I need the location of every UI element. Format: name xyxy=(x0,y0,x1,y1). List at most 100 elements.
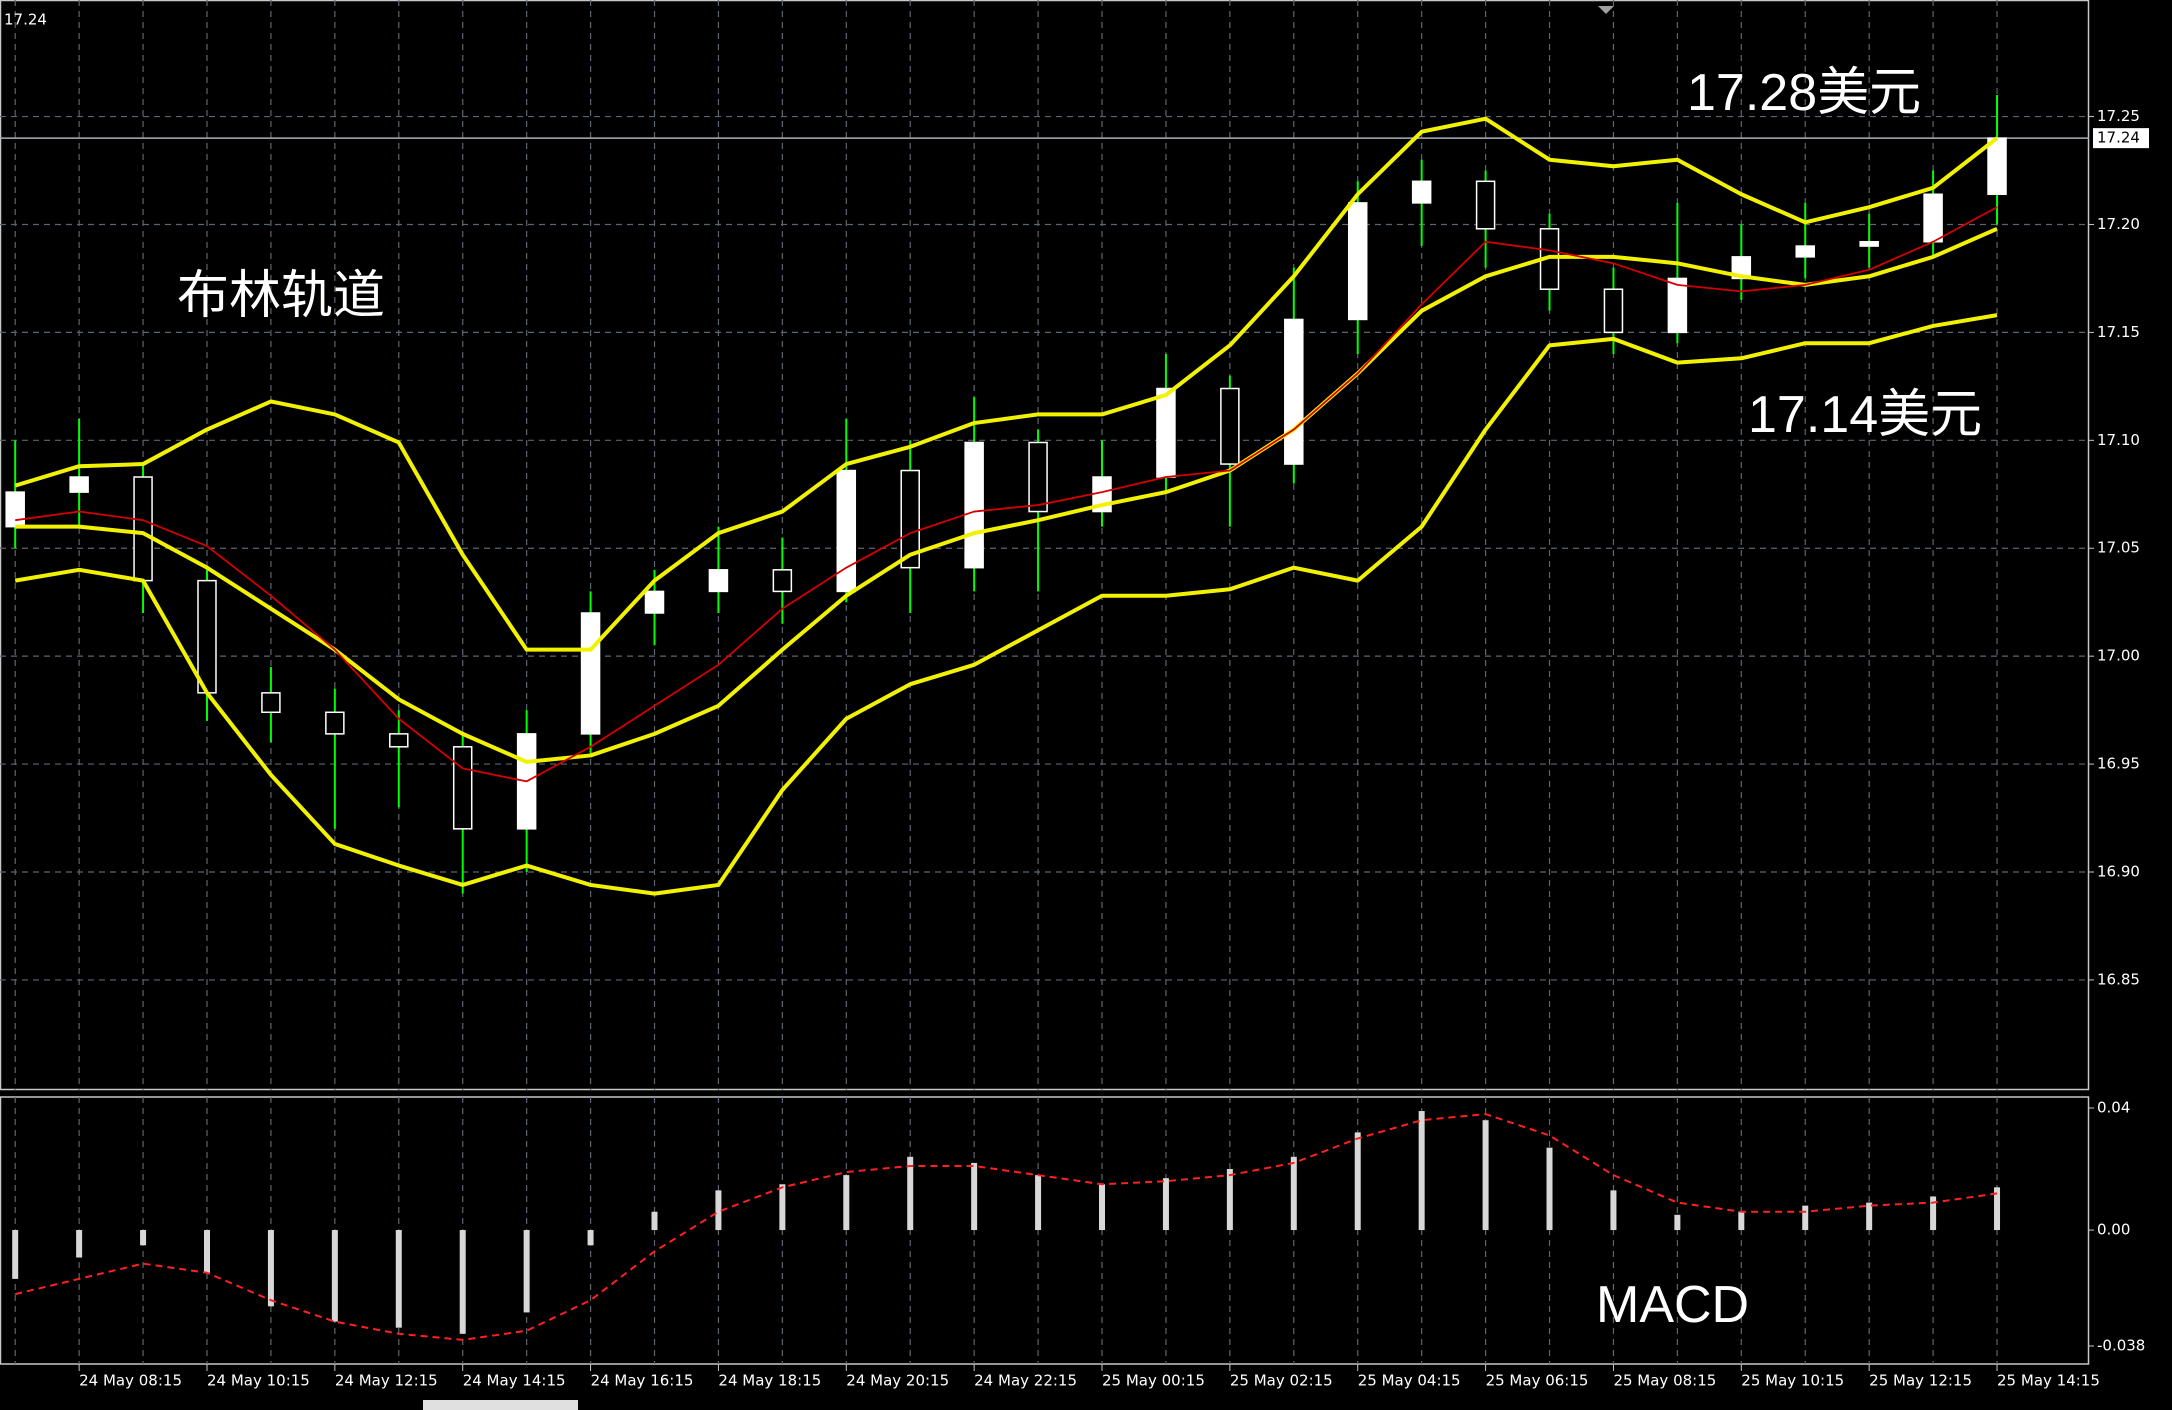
candle-body xyxy=(1987,137,2007,196)
macd-frame xyxy=(0,1096,2090,1365)
band-line xyxy=(14,313,1998,896)
macd-bar xyxy=(1866,1202,1873,1231)
y-tick-label: 17.20 xyxy=(2097,215,2140,233)
candle-body xyxy=(452,746,473,830)
candle-body xyxy=(1923,193,1943,243)
macd-bar xyxy=(1802,1205,1809,1231)
x-tick-label: 24 May 14:15 xyxy=(463,1372,566,1390)
band-line xyxy=(14,116,1999,652)
candle-body xyxy=(1731,256,1752,280)
candle-body xyxy=(5,491,25,528)
y-tick-label: -0.038 xyxy=(2097,1336,2145,1354)
candle-body xyxy=(197,579,217,694)
macd-bar xyxy=(779,1184,786,1231)
macd-bar xyxy=(1418,1111,1425,1231)
y-tick-label: 16.85 xyxy=(2097,970,2140,988)
macd-bar xyxy=(459,1230,466,1334)
x-tick-label: 24 May 22:15 xyxy=(974,1372,1077,1390)
x-tick-label: 24 May 12:15 xyxy=(335,1372,438,1390)
x-tick-label: 25 May 02:15 xyxy=(1230,1372,1333,1390)
candle-body xyxy=(1667,277,1688,334)
x-tick-label: 24 May 20:15 xyxy=(846,1372,949,1390)
macd-bar xyxy=(395,1230,402,1328)
x-tick-label: 25 May 00:15 xyxy=(1102,1372,1205,1390)
candle-body xyxy=(1411,180,1432,204)
x-tick-label: 24 May 10:15 xyxy=(207,1372,310,1390)
macd-bar xyxy=(1354,1132,1361,1231)
y-tick-label: 17.05 xyxy=(2097,539,2140,557)
macd-bar xyxy=(1482,1120,1489,1231)
candle-body xyxy=(1220,387,1240,465)
macd-bar xyxy=(1674,1214,1681,1231)
y-tick-label: 17.00 xyxy=(2097,647,2140,665)
x-tick-label: 25 May 06:15 xyxy=(1486,1372,1589,1390)
candle-body xyxy=(1156,387,1176,478)
macd-bar xyxy=(1162,1178,1169,1231)
y-tick-label: 17.10 xyxy=(2097,431,2140,449)
current-price-corner: 17.24 xyxy=(4,11,47,29)
macd-bar xyxy=(1290,1156,1297,1231)
candle-body xyxy=(133,476,153,582)
candle-body xyxy=(1347,202,1368,321)
candle-body xyxy=(1028,441,1048,513)
x-tick-label: 24 May 16:15 xyxy=(591,1372,694,1390)
candle-body xyxy=(836,469,857,593)
candle-body xyxy=(261,692,281,714)
y-tick-label: 17.25 xyxy=(2097,107,2140,125)
scrollbar xyxy=(423,1400,578,1410)
band-line xyxy=(15,206,1998,783)
macd-bar xyxy=(1610,1190,1617,1231)
macd-bar xyxy=(140,1230,147,1246)
candle-body xyxy=(900,469,920,569)
candle-body xyxy=(389,733,409,748)
macd-bar xyxy=(1035,1175,1042,1231)
macd-bar xyxy=(907,1156,914,1231)
y-tick-label: 16.95 xyxy=(2097,755,2140,773)
x-tick-label: 25 May 14:15 xyxy=(1997,1372,2100,1390)
macd-bar xyxy=(587,1230,594,1246)
x-tick-label: 24 May 18:15 xyxy=(718,1372,821,1390)
candle-body xyxy=(964,441,984,569)
macd-bar xyxy=(76,1230,83,1258)
candle-body xyxy=(708,569,729,593)
macd-bar xyxy=(971,1162,978,1231)
macd-bar xyxy=(843,1175,850,1231)
macd-bar xyxy=(12,1230,19,1279)
annotation: 布林轨道 xyxy=(177,267,385,325)
macd-title: MACD xyxy=(1596,1276,1749,1334)
x-tick-label: 24 May 08:15 xyxy=(79,1372,182,1390)
macd-bar xyxy=(331,1230,338,1322)
candle-body xyxy=(644,590,665,614)
y-tick-label: 0.00 xyxy=(2097,1221,2130,1239)
signal-line xyxy=(14,1113,1998,1341)
y-tick-label: 16.90 xyxy=(2097,863,2140,881)
macd-bar xyxy=(203,1230,210,1273)
macd-bar xyxy=(1099,1184,1106,1231)
macd-bar xyxy=(1994,1187,2001,1231)
candle-body xyxy=(772,569,793,593)
candle-body xyxy=(580,612,601,735)
macd-bar xyxy=(651,1211,658,1231)
band-line xyxy=(15,226,1998,764)
x-tick-label: 25 May 12:15 xyxy=(1869,1372,1972,1390)
candle-body xyxy=(325,711,345,735)
y-tick-label: 0.04 xyxy=(2097,1098,2130,1116)
candle-body xyxy=(1795,245,1815,258)
macd-bar xyxy=(267,1230,274,1307)
macd-bar xyxy=(1930,1196,1937,1231)
main-frame xyxy=(0,0,2090,1091)
annotation: 17.28美元 xyxy=(1687,64,1921,122)
y-tick-label: 17.15 xyxy=(2097,323,2140,341)
x-tick-label: 25 May 10:15 xyxy=(1741,1372,1844,1390)
x-tick-label: 25 May 04:15 xyxy=(1358,1372,1461,1390)
x-tick-label: 25 May 08:15 xyxy=(1613,1372,1716,1390)
macd-bar xyxy=(715,1190,722,1231)
macd-bar xyxy=(1546,1147,1553,1231)
candle-body xyxy=(69,476,89,493)
current-price-box xyxy=(2093,128,2149,149)
candle-body xyxy=(1475,180,1496,230)
marker-triangle xyxy=(1598,6,1614,14)
